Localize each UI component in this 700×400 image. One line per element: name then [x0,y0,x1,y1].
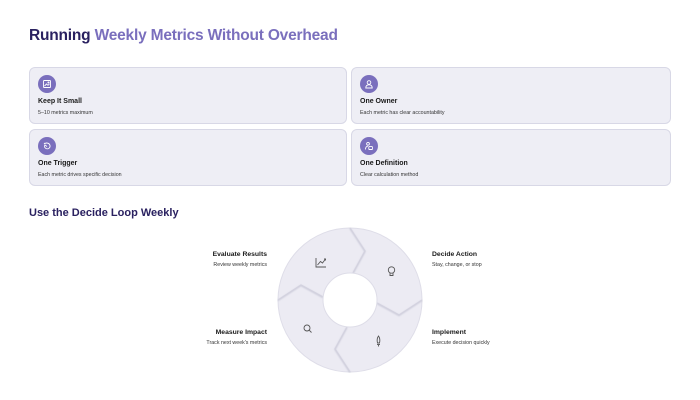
decide-loop-diagram [277,227,423,373]
loop-step-evaluate-results: Evaluate Results Review weekly metrics [213,251,267,268]
lightbulb-icon [387,266,396,276]
card-title: One Owner [360,98,398,105]
card-title: Keep It Small [38,98,82,105]
page-title-accent: Weekly Metrics Without Overhead [94,27,338,44]
step-description: Review weekly metrics [213,262,267,268]
page-title-dark: Running [29,27,91,44]
page-title: Running Weekly Metrics Without Overhead [29,27,338,45]
card-description: Each metric drives specific decision [38,172,122,178]
principle-card-one-trigger: One Trigger Each metric drives specific … [29,129,347,186]
step-description: Track next week's metrics [206,340,267,346]
definition-icon [360,137,378,155]
loop-step-measure-impact: Measure Impact Track next week's metrics [206,329,267,346]
card-description: Each metric has clear accountability [360,110,445,116]
image-frame-icon [38,75,56,93]
card-title: One Definition [360,160,408,167]
rocket-icon [376,335,381,347]
principle-card-keep-it-small: Keep It Small 5–10 metrics maximum [29,67,347,124]
card-description: Clear calculation method [360,172,419,178]
step-title: Evaluate Results [212,251,267,258]
loop-step-implement: Implement Execute decision quickly [432,329,490,346]
magnifier-icon [303,324,312,333]
step-description: Execute decision quickly [432,340,490,346]
step-title: Measure Impact [215,329,267,336]
principle-card-one-owner: One Owner Each metric has clear accounta… [351,67,671,124]
step-title: Implement [432,329,466,336]
step-description: Stay, change, or stop [432,262,482,268]
trigger-icon [38,137,56,155]
principle-card-one-definition: One Definition Clear calculation method [351,129,671,186]
step-title: Decide Action [432,251,478,258]
card-title: One Trigger [38,160,78,167]
section-title-decide-loop: Use the Decide Loop Weekly [29,207,179,219]
card-description: 5–10 metrics maximum [38,110,93,116]
user-icon [360,75,378,93]
trend-chart-icon [315,258,326,268]
loop-step-decide-action: Decide Action Stay, change, or stop [432,251,482,268]
